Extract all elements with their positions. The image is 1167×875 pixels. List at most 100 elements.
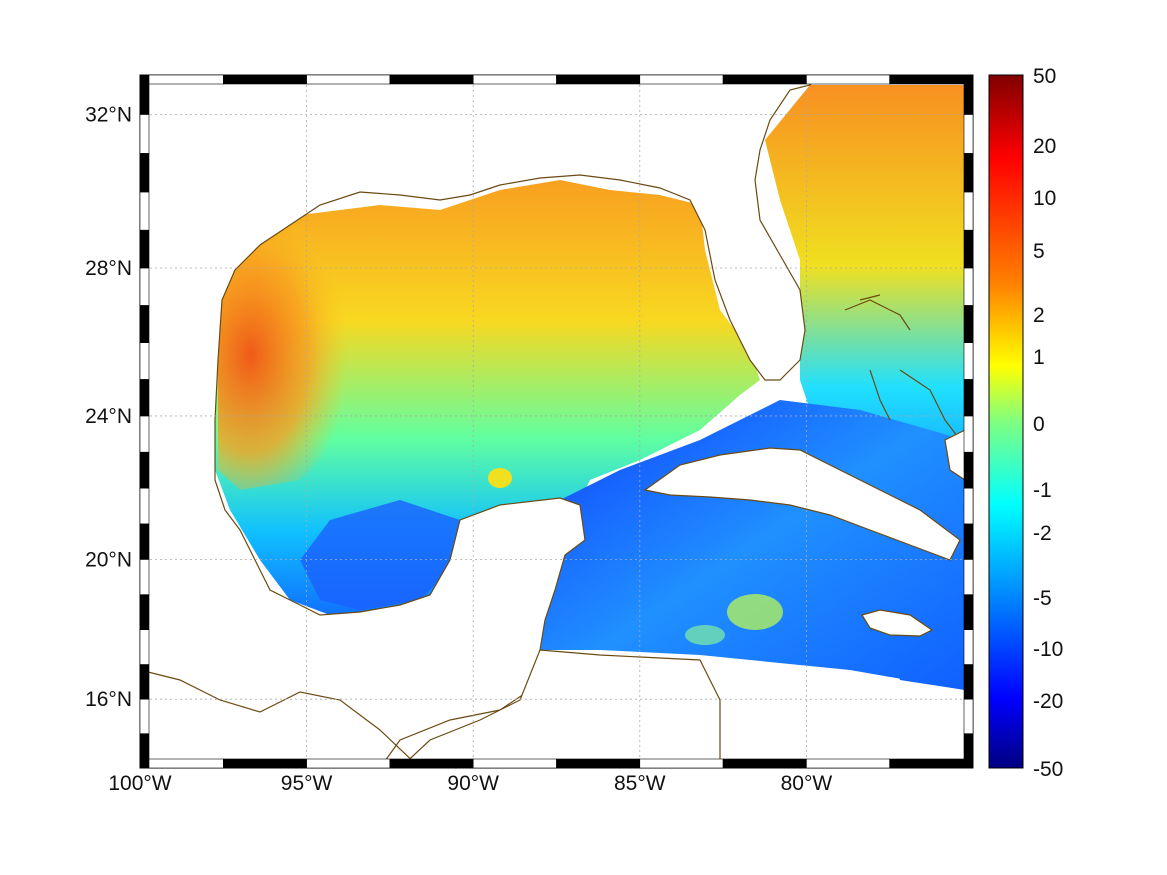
lon-tick-labels: 100°W 95°W 90°W 85°W 80°W [108,772,832,795]
frame-band-segment [139,594,150,630]
frame-band-segment [223,758,307,769]
frame-band-segment [639,758,724,769]
frame-band-segment [963,267,974,306]
lon-tick-label: 95°W [281,772,333,795]
frame-band-segment [963,451,974,489]
frame-band-segment [389,74,474,85]
frame-band-segment [139,664,150,700]
land-central-america [399,649,721,768]
lat-tick-label: 28°N [85,257,132,280]
frame-band-segment [139,305,150,343]
frame-band-segment [963,342,974,380]
frame-band-segment [963,229,974,269]
lat-tick-labels: 16°N 20°N 24°N 28°N 32°N [85,103,132,711]
frame-band-segment [389,758,474,769]
frame-band-segment [722,758,807,769]
colorbar-tick-label: 2 [1033,304,1045,327]
colorbar-tick-label: -1 [1033,479,1052,502]
frame-band-segment [223,74,307,85]
frame-band-segment [139,229,150,269]
colorbar-tick-label: 10 [1033,187,1056,210]
frame-band-segment [139,559,150,595]
lat-tick-label: 16°N [85,688,132,711]
frame-band-segment [963,487,974,525]
frame-band-segment [963,733,974,769]
caribbean-water [540,400,965,690]
frame-bands [139,74,974,769]
lon-tick-label: 90°W [447,772,499,795]
frame-band-segment [963,74,974,115]
colorbar-tick-label: 50 [1033,65,1056,88]
frame-band-segment [963,698,974,734]
frame-band-segment [139,758,224,769]
colorbar [988,74,1024,769]
lat-tick-label: 32°N [85,103,132,126]
colorbar-tick-label: 5 [1033,240,1045,263]
frame-band-segment [139,114,150,154]
land-cuba [643,447,961,561]
frame-band-segment [963,153,974,193]
frame-band-segment [139,415,150,453]
frame-band-segment [806,758,891,769]
bay-of-campeche-cool [300,500,460,610]
frame-band-segment [139,74,224,85]
frame-band-segment [963,523,974,560]
caribbean-green-patch-2 [685,625,725,645]
land-bahamas [844,294,961,441]
frame-band-segment [139,191,150,231]
frame-band-segment [139,74,150,115]
frame-band-segment [139,523,150,560]
western-gulf-warm [218,220,380,490]
frame-band-segment [139,342,150,380]
land-north-america [140,75,821,768]
frame-band-segment [639,74,724,85]
caribbean-green-patch [727,594,783,630]
frame-band-segment [139,379,150,417]
lon-tick-label: 85°W [614,772,666,795]
frame-band-segment [556,74,641,85]
frame-band-segment [963,629,974,665]
data-field [140,75,973,768]
frame-band-segment [139,698,150,734]
colorbar-tick-label: -20 [1033,690,1063,713]
frame-band-segment [139,487,150,525]
colorbar-tick-label: -10 [1033,638,1063,661]
frame-band-segment [139,733,150,769]
frame-band-segment [963,559,974,595]
frame-band-segment [306,74,391,85]
frame-band-segment [806,74,891,85]
frame-band-segment [139,451,150,489]
frame-band-segment [472,74,557,85]
frame-band-segment [963,191,974,231]
gulf-green-eddy [488,468,512,488]
lat-tick-label: 20°N [85,548,132,571]
frame-band-segment [306,758,391,769]
frame-band-segment [963,415,974,453]
land-jamaica [861,609,934,637]
frame-band-segment [722,74,807,85]
frame-band-segment [889,758,974,769]
frame-band-segment [139,267,150,306]
frame-band-segment [472,758,557,769]
colorbar-tick-label: -50 [1033,758,1063,781]
frame-band-segment [889,74,974,85]
frame-band-segment [139,629,150,665]
frame-band-segment [963,114,974,154]
colorbar-tick-label: 0 [1033,413,1045,436]
coast-pacific [140,669,421,768]
colorbar-tick-label: -2 [1033,522,1052,545]
lon-tick-label: 100°W [108,772,171,795]
colorbar-tick-label: 20 [1033,135,1056,158]
colorbar-tick-label: 1 [1033,346,1045,369]
lon-tick-label: 80°W [781,772,833,795]
frame-band-segment [963,305,974,343]
frame-band-segment [963,379,974,417]
frame-band-segment [963,664,974,700]
frame-band-segment [556,758,641,769]
frame-band-segment [139,153,150,193]
colorbar-tick-label: -5 [1033,587,1052,610]
frame-band-segment [963,594,974,630]
lat-tick-label: 24°N [85,405,132,428]
